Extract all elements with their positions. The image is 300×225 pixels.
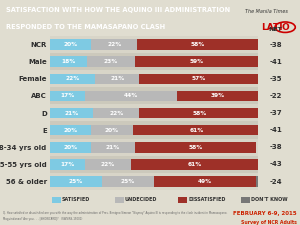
Bar: [87, 56, 135, 67]
Text: 23%: 23%: [104, 59, 118, 64]
Text: 20%: 20%: [105, 128, 119, 133]
Bar: [50, 70, 258, 88]
Bar: [50, 159, 85, 170]
FancyBboxPatch shape: [178, 197, 187, 203]
Text: 44%: 44%: [124, 93, 138, 99]
Bar: [139, 108, 260, 118]
Bar: [137, 39, 258, 50]
Text: Maguindanao? Are you . . . [SHOWCARD]?   (SWS/RS-15001): Maguindanao? Are you . . . [SHOWCARD]? (…: [3, 217, 82, 221]
Text: 57%: 57%: [191, 76, 206, 81]
Text: -41: -41: [269, 59, 282, 65]
Bar: [50, 36, 258, 53]
Bar: [85, 159, 131, 170]
Text: 39%: 39%: [210, 93, 224, 99]
Text: O: O: [281, 23, 289, 32]
Bar: [50, 91, 85, 101]
Text: 61%: 61%: [189, 128, 204, 133]
Text: 25%: 25%: [121, 179, 135, 184]
Bar: [50, 125, 91, 135]
Text: SATISFIED: SATISFIED: [62, 197, 90, 202]
Bar: [50, 142, 91, 153]
Text: 22%: 22%: [109, 110, 123, 116]
Bar: [91, 125, 133, 135]
Bar: [131, 159, 258, 170]
Bar: [135, 142, 256, 153]
FancyBboxPatch shape: [115, 197, 124, 203]
Text: 58%: 58%: [188, 145, 203, 150]
Bar: [177, 91, 258, 101]
Text: 22%: 22%: [101, 162, 115, 167]
Bar: [139, 74, 258, 84]
Text: -35: -35: [269, 76, 282, 82]
Bar: [50, 108, 93, 118]
Text: 58%: 58%: [193, 110, 207, 116]
Text: SATISFACTION WITH HOW THE AQUINO III ADMINISTRATION: SATISFACTION WITH HOW THE AQUINO III ADM…: [6, 7, 230, 14]
Bar: [133, 125, 260, 135]
Bar: [91, 142, 135, 153]
Text: DON'T KNOW: DON'T KNOW: [251, 197, 288, 202]
Text: 17%: 17%: [60, 162, 74, 167]
Bar: [93, 108, 139, 118]
Text: UNDECIDED: UNDECIDED: [125, 197, 158, 202]
Bar: [95, 74, 139, 84]
Bar: [91, 39, 137, 50]
Text: -43: -43: [269, 162, 282, 167]
Text: 20%: 20%: [63, 128, 77, 133]
Text: 21%: 21%: [110, 76, 124, 81]
Bar: [50, 156, 258, 173]
Text: 21%: 21%: [64, 110, 79, 116]
Text: DISSATISFIED: DISSATISFIED: [188, 197, 226, 202]
Text: 21%: 21%: [106, 145, 120, 150]
Text: FEBRUARY 6-9, 2015: FEBRUARY 6-9, 2015: [233, 211, 297, 216]
Text: 22%: 22%: [65, 76, 80, 81]
FancyBboxPatch shape: [52, 197, 61, 203]
Text: 59%: 59%: [189, 59, 204, 64]
Text: 22%: 22%: [107, 42, 121, 47]
Text: -37: -37: [269, 110, 282, 116]
Bar: [85, 91, 177, 101]
Text: 61%: 61%: [187, 162, 202, 167]
Text: 58%: 58%: [190, 42, 205, 47]
Text: 49%: 49%: [198, 179, 212, 184]
Text: -41: -41: [269, 127, 282, 133]
Text: -38: -38: [269, 144, 282, 150]
Bar: [50, 104, 258, 122]
Bar: [50, 56, 87, 67]
Text: Q. How satisfied or dissatisfied are you with the way the administration of Pres: Q. How satisfied or dissatisfied are you…: [3, 211, 227, 215]
Text: RESPONDED TO THE MAMASAPANO CLASH: RESPONDED TO THE MAMASAPANO CLASH: [6, 24, 165, 30]
Bar: [154, 176, 256, 187]
Bar: [256, 176, 258, 187]
Text: -38: -38: [269, 42, 282, 47]
Bar: [135, 56, 258, 67]
Text: 25%: 25%: [68, 179, 83, 184]
Text: 20%: 20%: [63, 42, 77, 47]
Bar: [50, 139, 258, 156]
FancyBboxPatch shape: [241, 197, 250, 203]
Text: -22: -22: [269, 93, 282, 99]
Bar: [102, 176, 154, 187]
Text: The Manila Times: The Manila Times: [245, 9, 288, 14]
Bar: [50, 122, 258, 139]
Text: 20%: 20%: [63, 145, 77, 150]
Bar: [50, 87, 258, 105]
Bar: [50, 39, 91, 50]
Text: -24: -24: [269, 179, 282, 184]
Bar: [50, 74, 95, 84]
Text: 17%: 17%: [60, 93, 74, 99]
Text: LATI: LATI: [261, 23, 283, 32]
Bar: [50, 53, 258, 70]
Text: NET: NET: [269, 27, 282, 32]
Text: Survey of NCR Adults: Survey of NCR Adults: [241, 220, 297, 225]
Text: 18%: 18%: [61, 59, 75, 64]
Bar: [50, 173, 258, 190]
Bar: [50, 176, 102, 187]
